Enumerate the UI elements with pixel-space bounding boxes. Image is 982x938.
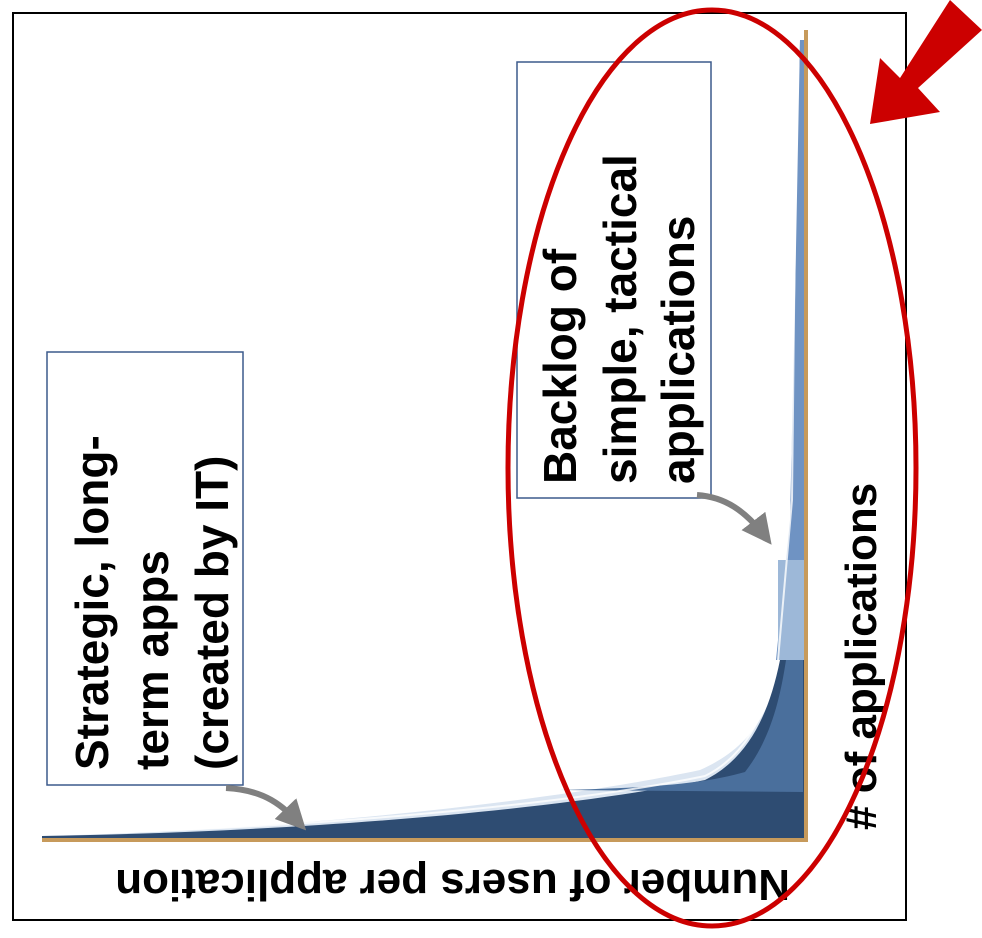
x-axis-label: Number of users per application <box>115 860 790 909</box>
svg-text:Backlog of: Backlog of <box>534 248 586 484</box>
backlog-line-1: Backlog of <box>534 248 586 484</box>
strategic-line-1: Strategic, long- <box>66 435 118 770</box>
strategic-pointer-arrow <box>225 785 307 831</box>
long-tail-highlight-ellipse <box>505 7 919 929</box>
strategic-line-3: (created by IT) <box>186 456 238 770</box>
backlog-line-2: simple, tactical <box>594 154 646 484</box>
svg-text:simple, tactical: simple, tactical <box>594 154 646 484</box>
long-tail-curve <box>42 39 808 840</box>
svg-text:term apps: term apps <box>126 550 178 770</box>
backlog-line-3: applications <box>652 216 704 484</box>
strategic-line-2: term apps <box>126 550 178 770</box>
svg-text:applications: applications <box>652 216 704 484</box>
strategic-callout: Strategic, long- term apps (created by I… <box>46 351 244 786</box>
svg-text:(created by IT): (created by IT) <box>186 456 238 770</box>
svg-text:Strategic, long-: Strategic, long- <box>66 435 118 770</box>
backlog-pointer-arrow <box>696 492 772 545</box>
red-pointer-arrow <box>870 0 982 124</box>
backlog-callout: Backlog of simple, tactical applications <box>516 61 712 499</box>
y-axis-label: # of applications <box>837 483 886 830</box>
